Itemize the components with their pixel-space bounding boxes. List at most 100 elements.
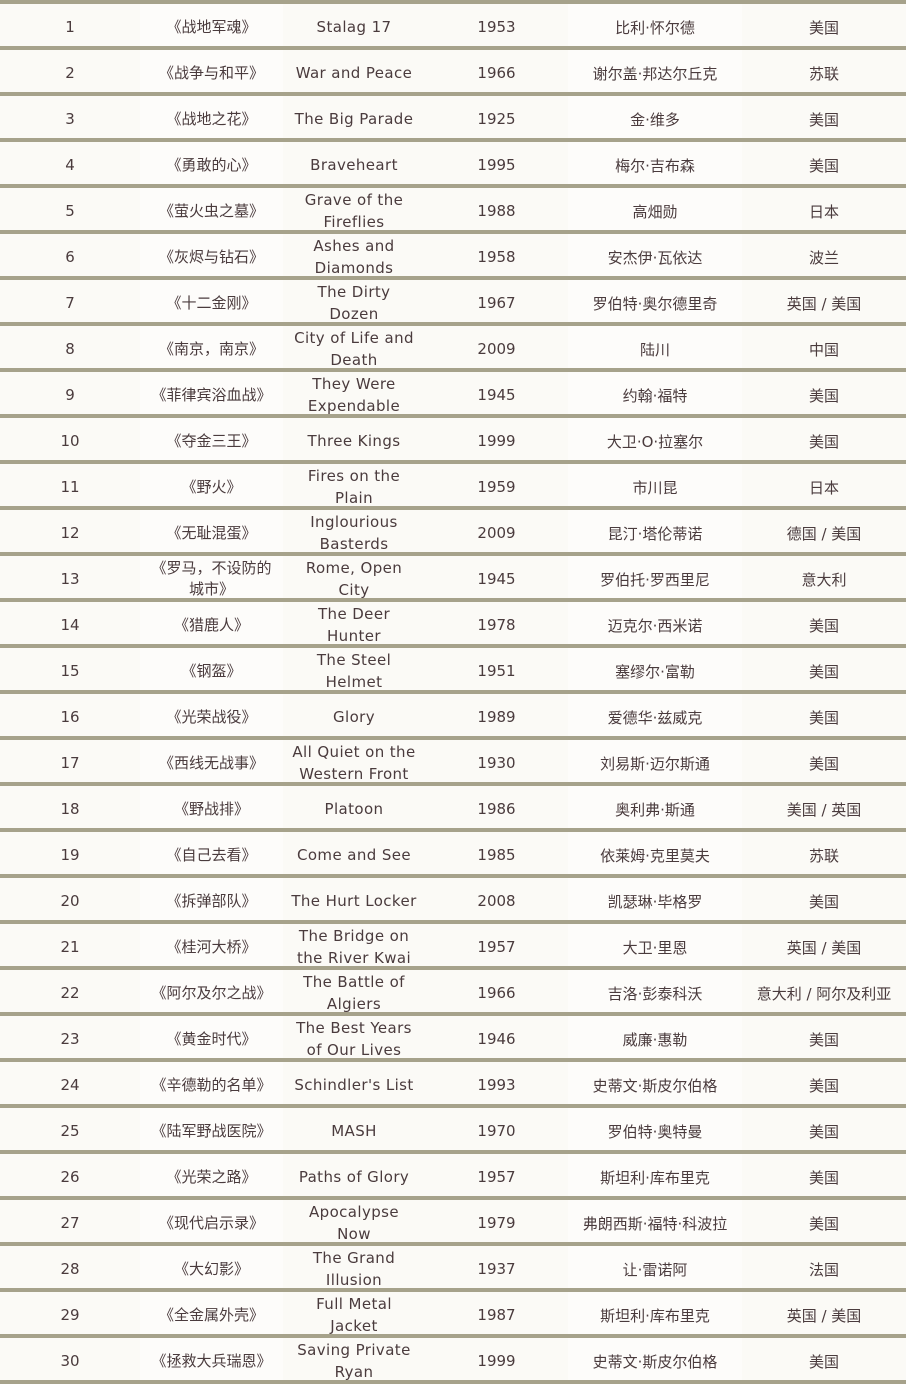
rank-cell: 16 [60,708,80,726]
english-title-cell: Grave of the Fireflies [304,191,404,231]
country-cell: 意大利 [801,570,847,589]
year-cell: 1999 [477,432,516,450]
english-title-cell: War and Peace [295,64,413,82]
chinese-title-cell: 《野火》 [140,464,283,506]
director-cell: 凯瑟琳·毕格罗 [568,878,742,920]
director-cell: 梅尔·吉布森 [568,142,742,184]
year-cell: 1930 [477,754,516,772]
english-title-cell: The Deer Hunter [317,605,391,645]
table-row: 19 《自己去看》 Come and See 1985 依莱姆·克里莫夫 苏联 [0,832,906,878]
country-cell: 波兰 [808,248,839,267]
table-row: 18 《野战排》 Platoon 1986 奥利弗·斯通 美国 / 英国 [0,786,906,832]
director-cell: 斯坦利·库布里克 [568,1154,742,1196]
rank-cell: 8 [65,340,75,358]
english-title-cell: Platoon [324,800,384,818]
country-cell: 美国 [808,1076,839,1095]
rank-cell: 4 [65,156,75,174]
rank-cell: 9 [65,386,75,404]
year-cell: 1987 [477,1306,516,1324]
chinese-title-cell: 《桂河大桥》 [140,924,283,966]
director-cell: 史蒂文·斯皮尔伯格 [568,1062,742,1104]
table-row: 20 《拆弹部队》 The Hurt Locker 2008 凯瑟琳·毕格罗 美国 [0,878,906,924]
year-cell: 1937 [477,1260,516,1278]
table-row: 8 《南京，南京》 City of Life and Death 2009 陆川 中国 [0,326,906,372]
country-cell: 美国 [808,1030,839,1049]
rank-cell: 3 [65,110,75,128]
rank-cell: 30 [60,1352,80,1370]
director-cell: 让·雷诺阿 [568,1246,742,1288]
director-cell: 弗朗西斯·福特·科波拉 [568,1200,742,1242]
english-title-cell: They Were Expendable [307,375,401,415]
director-cell: 约翰·福特 [568,372,742,414]
rank-cell: 27 [60,1214,80,1232]
rank-cell: 29 [60,1306,80,1324]
table-row: 12 《无耻混蛋》 Inglourious Basterds 2009 昆汀·塔伦蒂诺 德… [0,510,906,556]
chinese-title-cell: 《大幻影》 [140,1246,283,1288]
table-row: 17 《西线无战事》 All Quiet on the Western Front 1… [0,740,906,786]
country-cell: 美国 [808,386,839,405]
rank-cell: 22 [60,984,80,1002]
chinese-title-cell: 《阿尔及尔之战》 [140,970,283,1012]
chinese-title-cell: 《战地之花》 [140,96,283,138]
chinese-title-cell: 《钢盔》 [140,648,283,690]
chinese-title-cell: 《拯救大兵瑞恩》 [140,1338,283,1380]
chinese-title-cell: 《十二金刚》 [140,280,283,322]
year-cell: 2009 [477,524,516,542]
year-cell: 1951 [477,662,516,680]
chinese-title-cell: 《无耻混蛋》 [140,510,283,552]
year-cell: 1945 [477,386,516,404]
director-cell: 奥利弗·斯通 [568,786,742,828]
table-row: 24 《辛德勒的名单》 Schindler's List 1993 史蒂文·斯皮尔伯格 美… [0,1062,906,1108]
year-cell: 1979 [477,1214,516,1232]
year-cell: 1966 [477,64,516,82]
year-cell: 1966 [477,984,516,1002]
rank-cell: 2 [65,64,75,82]
country-cell: 日本 [808,202,839,221]
country-cell: 美国 [808,1122,839,1141]
rank-cell: 19 [60,846,80,864]
country-cell: 日本 [808,478,839,497]
chinese-title-cell: 《夺金三王》 [140,418,283,460]
table-row: 3 《战地之花》 The Big Parade 1925 金·维多 美国 [0,96,906,142]
rank-cell: 25 [60,1122,80,1140]
chinese-title-cell: 《拆弹部队》 [140,878,283,920]
country-cell: 英国 / 美国 [786,1306,862,1325]
english-title-cell: Fires on the Plain [307,467,401,507]
english-title-cell: Ashes and Diamonds [313,237,395,277]
english-title-cell: Braveheart [310,156,398,174]
country-cell: 美国 [808,1168,839,1187]
english-title-cell: Schindler's List [294,1076,414,1094]
rank-cell: 23 [60,1030,80,1048]
year-cell: 1970 [477,1122,516,1140]
chinese-title-cell: 《光荣战役》 [140,694,283,736]
chinese-title-cell: 《辛德勒的名单》 [140,1062,283,1104]
country-cell: 美国 [808,754,839,773]
year-cell: 2008 [477,892,516,910]
director-cell: 依莱姆·克里莫夫 [568,832,742,874]
table-row: 23 《黄金时代》 The Best Years of Our Lives 1946 威… [0,1016,906,1062]
table-row: 11 《野火》 Fires on the Plain 1959 市川昆 日本 [0,464,906,510]
year-cell: 1985 [477,846,516,864]
year-cell: 1988 [477,202,516,220]
country-cell: 美国 / 英国 [786,800,862,819]
rank-cell: 10 [60,432,80,450]
country-cell: 美国 [808,1214,839,1233]
english-title-cell: MASH [331,1122,377,1140]
english-title-cell: Full Metal Jacket [316,1295,392,1335]
table-row: 9 《菲律宾浴血战》 They Were Expendable 1945 约翰·福特 美国 [0,372,906,418]
rank-cell: 20 [60,892,80,910]
director-cell: 安杰伊·瓦依达 [568,234,742,276]
table-row: 2 《战争与和平》 War and Peace 1966 谢尔盖·邦达尔丘克 苏联 [0,50,906,96]
country-cell: 美国 [808,1352,839,1371]
year-cell: 1945 [477,570,516,588]
director-cell: 大卫·O·拉塞尔 [568,418,742,460]
year-cell: 1995 [477,156,516,174]
country-cell: 英国 / 美国 [786,294,862,313]
rank-cell: 6 [65,248,75,266]
country-cell: 英国 / 美国 [786,938,862,957]
table-row: 25 《陆军野战医院》 MASH 1970 罗伯特·奥特曼 美国 [0,1108,906,1154]
country-cell: 美国 [808,110,839,129]
country-cell: 意大利 / 阿尔及利亚 [756,984,892,1003]
rank-cell: 18 [60,800,80,818]
